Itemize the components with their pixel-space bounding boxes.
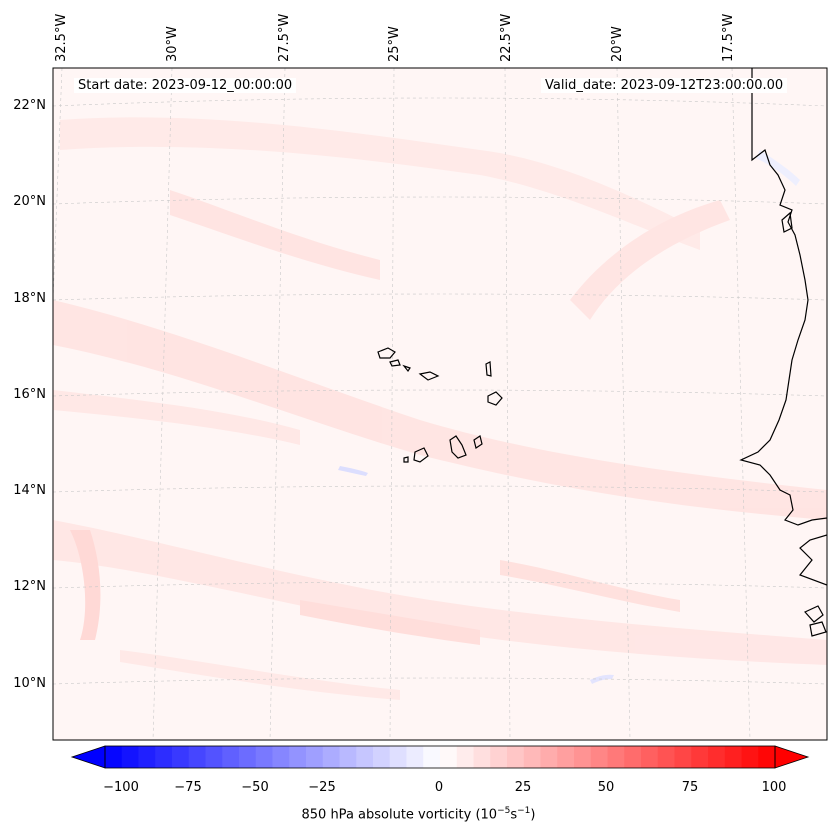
lat-label-18n: 18°N [13,291,46,306]
colorbar-segment [758,746,776,768]
colorbar-segment [724,746,742,768]
colorbar-segment [339,746,357,768]
colorbar-label: 850 hPa absolute vorticity (10−5s−1) [301,806,536,823]
lon-label-32-5w: 32.5°W [54,13,69,62]
graticule [53,68,827,740]
colorbar-segment [239,746,257,768]
colorbar-max-extend [774,745,810,769]
colorbar-segment [373,746,391,768]
colorbar-segment [557,746,575,768]
colorbar-segment [389,746,407,768]
colorbar-segment [741,746,759,768]
lon-label-25w: 25°W [387,26,402,62]
colorbar-segment [188,746,206,768]
colorbar-tick: −25 [308,780,336,795]
colorbar-tick: 75 [681,780,699,795]
lat-label-16n: 16°N [13,387,46,402]
colorbar-segment [590,746,608,768]
lat-label-22n: 22°N [13,98,46,113]
colorbar-segment [205,746,223,768]
colorbar-segment [674,746,692,768]
lat-label-12n: 12°N [13,579,46,594]
colorbar-segment [172,746,190,768]
colorbar-tick: −100 [103,780,139,795]
colorbar [70,745,810,769]
lon-label-20w: 20°W [610,26,625,62]
colorbar-segment [691,746,709,768]
lat-label-14n: 14°N [13,483,46,498]
lon-label-22-5w: 22.5°W [499,13,514,62]
valid-date-label: Valid_date: 2023-09-12T23:00:00.00 [541,78,788,93]
colorbar-segment [708,746,726,768]
colorbar-segment [641,746,659,768]
colorbar-tick: 100 [761,780,787,795]
colorbar-segment [289,746,307,768]
colorbar-segment [607,746,625,768]
colorbar-min-extend [70,745,106,769]
colorbar-segment [523,746,541,768]
colorbar-tick: 0 [434,780,444,795]
colorbar-segment [121,746,139,768]
start-date-label: Start date: 2023-09-12_00:00:00 [74,78,297,93]
colorbar-segment [155,746,173,768]
colorbar-segment [222,746,240,768]
colorbar-segment [272,746,290,768]
lon-label-30w: 30°W [165,26,180,62]
colorbar-tick: −75 [174,780,202,795]
colorbar-segment [306,746,324,768]
colorbar-segment [423,746,441,768]
lat-label-20n: 20°N [13,194,46,209]
coastlines [739,68,827,637]
colorbar-segment [473,746,491,768]
colorbar-segment [138,746,156,768]
colorbar-tick: −50 [241,780,269,795]
colorbar-segment [356,746,374,768]
lat-label-10n: 10°N [13,676,46,691]
colorbar-tick: 50 [597,780,615,795]
colorbar-tick: 25 [514,780,532,795]
colorbar-segment [574,746,592,768]
africa-coast [739,68,827,526]
colorbar-segment [507,746,525,768]
colorbar-segment [255,746,273,768]
colorbar-segment [322,746,340,768]
vorticity-field [53,117,827,700]
colorbar-segment [440,746,458,768]
colorbar-segment [657,746,675,768]
colorbar-segment [624,746,642,768]
colorbar-segment [406,746,424,768]
colorbar-segment [105,746,123,768]
map-frame [52,67,828,741]
lon-label-27-5w: 27.5°W [277,13,292,62]
colorbar-segment [490,746,508,768]
colorbar-frame [104,745,776,769]
colorbar-segment [456,746,474,768]
cape-verde-islands [377,347,503,463]
lon-label-17-5w: 17.5°W [721,13,736,62]
colorbar-segment [540,746,558,768]
